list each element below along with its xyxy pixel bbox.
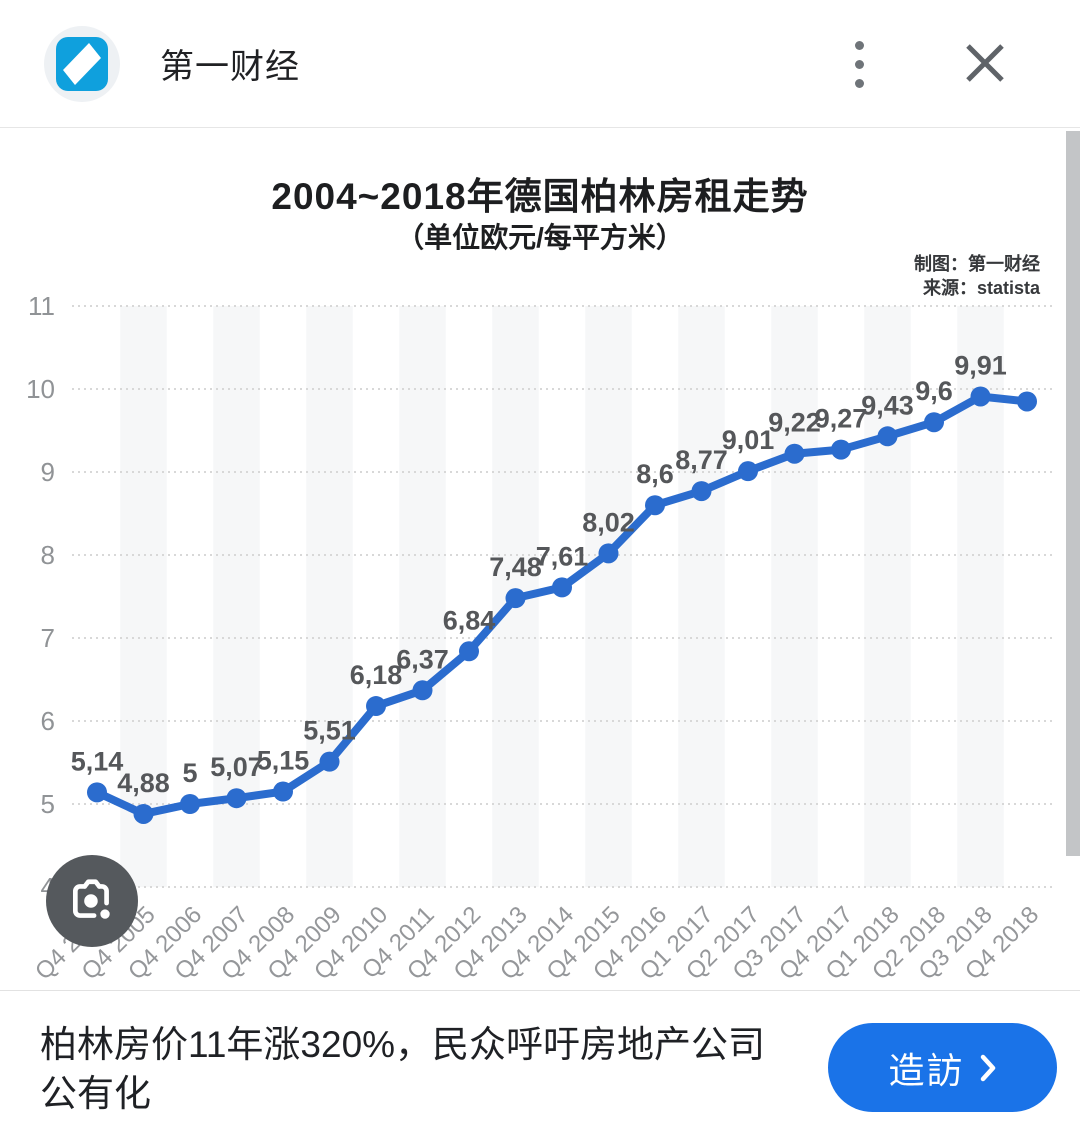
data-point [133,803,154,824]
lens-camera-icon [72,879,110,919]
data-point-label: 7,48 [489,552,542,582]
article-headline[interactable]: 柏林房价11年涨320%，民众呼吁房地产公司公有化 [40,1024,766,1114]
y-tick-label: 8 [41,540,55,570]
rent-trend-line-chart: 45678910115,144,8855,075,155,516,186,376… [26,291,1052,985]
plot-band [306,306,353,887]
data-point-label: 9,6 [915,376,953,406]
yicai-logo-glyph [63,43,101,85]
data-point [412,680,433,701]
top-bar: 第一财经 [0,0,1080,128]
visit-button[interactable]: 造訪 [828,1023,1057,1112]
plot-band [120,306,167,887]
yicai-logo-icon [56,37,108,91]
article-footer: 柏林房价11年涨320%，民众呼吁房地产公司公有化 造訪 [0,991,1080,1128]
data-point-label: 6,37 [396,644,449,674]
data-point-label: 5,15 [257,746,310,776]
data-point-label: 5,14 [71,746,124,776]
data-point [738,461,758,482]
data-point-label: 5,07 [210,752,263,782]
y-tick-label: 6 [41,706,55,736]
chart-card: 2004~2018年德国柏林房租走势 （单位欧元/每平方米） 制图：第一财经 来… [0,128,1080,991]
data-point-label: 6,84 [443,605,496,635]
data-point-label: 9,22 [768,408,821,438]
y-tick-label: 10 [26,374,55,404]
publisher-avatar [44,26,120,102]
plot-band [585,306,632,887]
kebab-dot [854,78,864,88]
chart-subtitle: （单位欧元/每平方米） [396,222,684,253]
data-point-label: 9,43 [861,390,914,420]
y-tick-label: 11 [28,291,55,321]
y-tick-label: 9 [41,457,55,487]
chart-credit-maker: 制图：第一财经 [914,254,1040,274]
data-point-label: 9,01 [722,425,775,455]
data-point-label: 9,91 [954,350,1007,380]
data-point [273,781,293,802]
data-point [180,794,200,814]
chevron-right-icon [980,1054,995,1081]
data-point [226,788,247,809]
data-point [831,439,851,460]
data-point-label: 6,18 [350,660,403,690]
data-point [784,443,805,464]
data-point [877,426,898,447]
scrollbar-thumb[interactable] [1066,131,1080,856]
plot-band [399,306,446,887]
data-point-label: 8,77 [675,445,728,475]
close-icon[interactable] [960,38,1010,88]
plot-band [864,306,911,887]
data-point-label: 7,61 [536,541,589,571]
y-tick-label: 5 [41,789,55,819]
data-point-label: 9,27 [815,404,868,434]
kebab-dot [854,40,864,50]
data-point [924,412,944,433]
data-point [87,782,107,803]
data-point [319,751,340,772]
publisher-name: 第一财经 [160,48,300,86]
data-point [552,577,572,598]
data-point-label: 8,02 [582,507,635,537]
kebab-dot [854,59,864,69]
more-options-icon[interactable] [835,35,883,93]
data-point [366,696,386,717]
data-point-label: 8,6 [636,459,674,489]
chart-credits: 制图：第一财经 来源：statista [914,252,1040,301]
visit-button-label: 造訪 [888,1049,965,1091]
chart-credit-source: 来源：statista [922,278,1040,299]
chart-title: 2004~2018年德国柏林房租走势 [271,176,809,217]
data-point [598,543,619,564]
data-point [970,386,991,407]
data-point-label: 4,88 [117,768,170,798]
google-lens-button[interactable] [46,855,138,947]
data-point [459,641,479,662]
data-point-label: 5,51 [303,716,356,746]
y-tick-label: 7 [41,623,55,653]
plot-band [678,306,725,887]
data-point [691,481,712,502]
data-point [1017,391,1037,412]
data-point [645,495,665,516]
data-point [505,588,526,609]
data-point-label: 5 [182,758,197,788]
plot-band [771,306,818,887]
